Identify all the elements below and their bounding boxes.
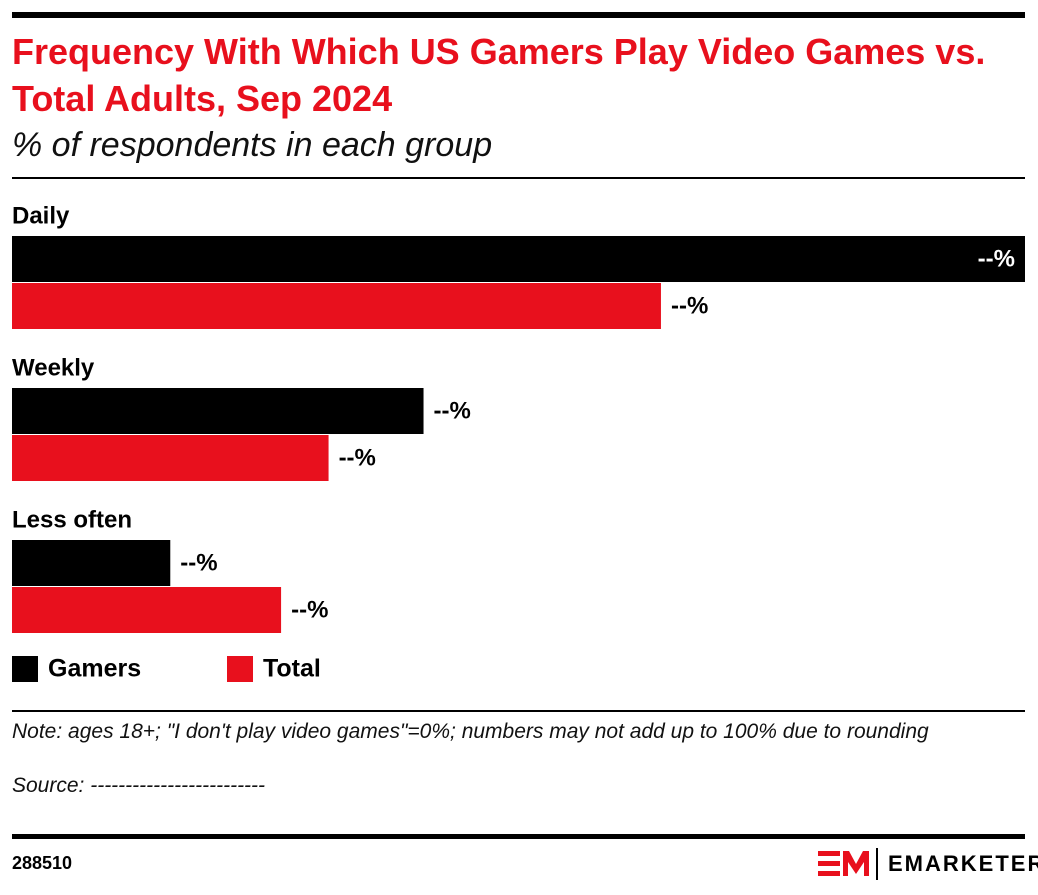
bar (12, 388, 424, 434)
bottom-rule (12, 834, 1025, 839)
rule (12, 177, 1025, 179)
source: Source: ------------------------- (12, 774, 266, 797)
legend-label: Gamers (48, 655, 141, 683)
legend-label: Total (263, 655, 321, 683)
bar (12, 540, 171, 586)
note: Note: ages 18+; "I don't play video game… (12, 720, 929, 743)
legend-swatch (227, 656, 253, 682)
value-label: --% (978, 245, 1015, 272)
chart-id: 288510 (12, 853, 73, 873)
logo-mark (818, 848, 878, 880)
top-rule (12, 12, 1025, 18)
category-label: Less often (12, 506, 132, 533)
category-label: Daily (12, 202, 70, 229)
value-label: --% (180, 549, 217, 576)
value-label: --% (671, 292, 708, 319)
category-label: Weekly (12, 354, 95, 381)
bar (12, 283, 661, 329)
bar (12, 236, 1025, 282)
value-label: --% (339, 444, 376, 471)
legend-swatch (12, 656, 38, 682)
bar (12, 587, 282, 633)
value-label: --% (434, 397, 471, 424)
bar (12, 435, 329, 481)
brand: EMARKETER (888, 851, 1038, 876)
chart-subtitle: % of respondents in each group (12, 126, 493, 164)
rule (12, 710, 1025, 712)
chart-title: Frequency With Which US Gamers Play Vide… (12, 31, 986, 119)
value-label: --% (291, 596, 328, 623)
